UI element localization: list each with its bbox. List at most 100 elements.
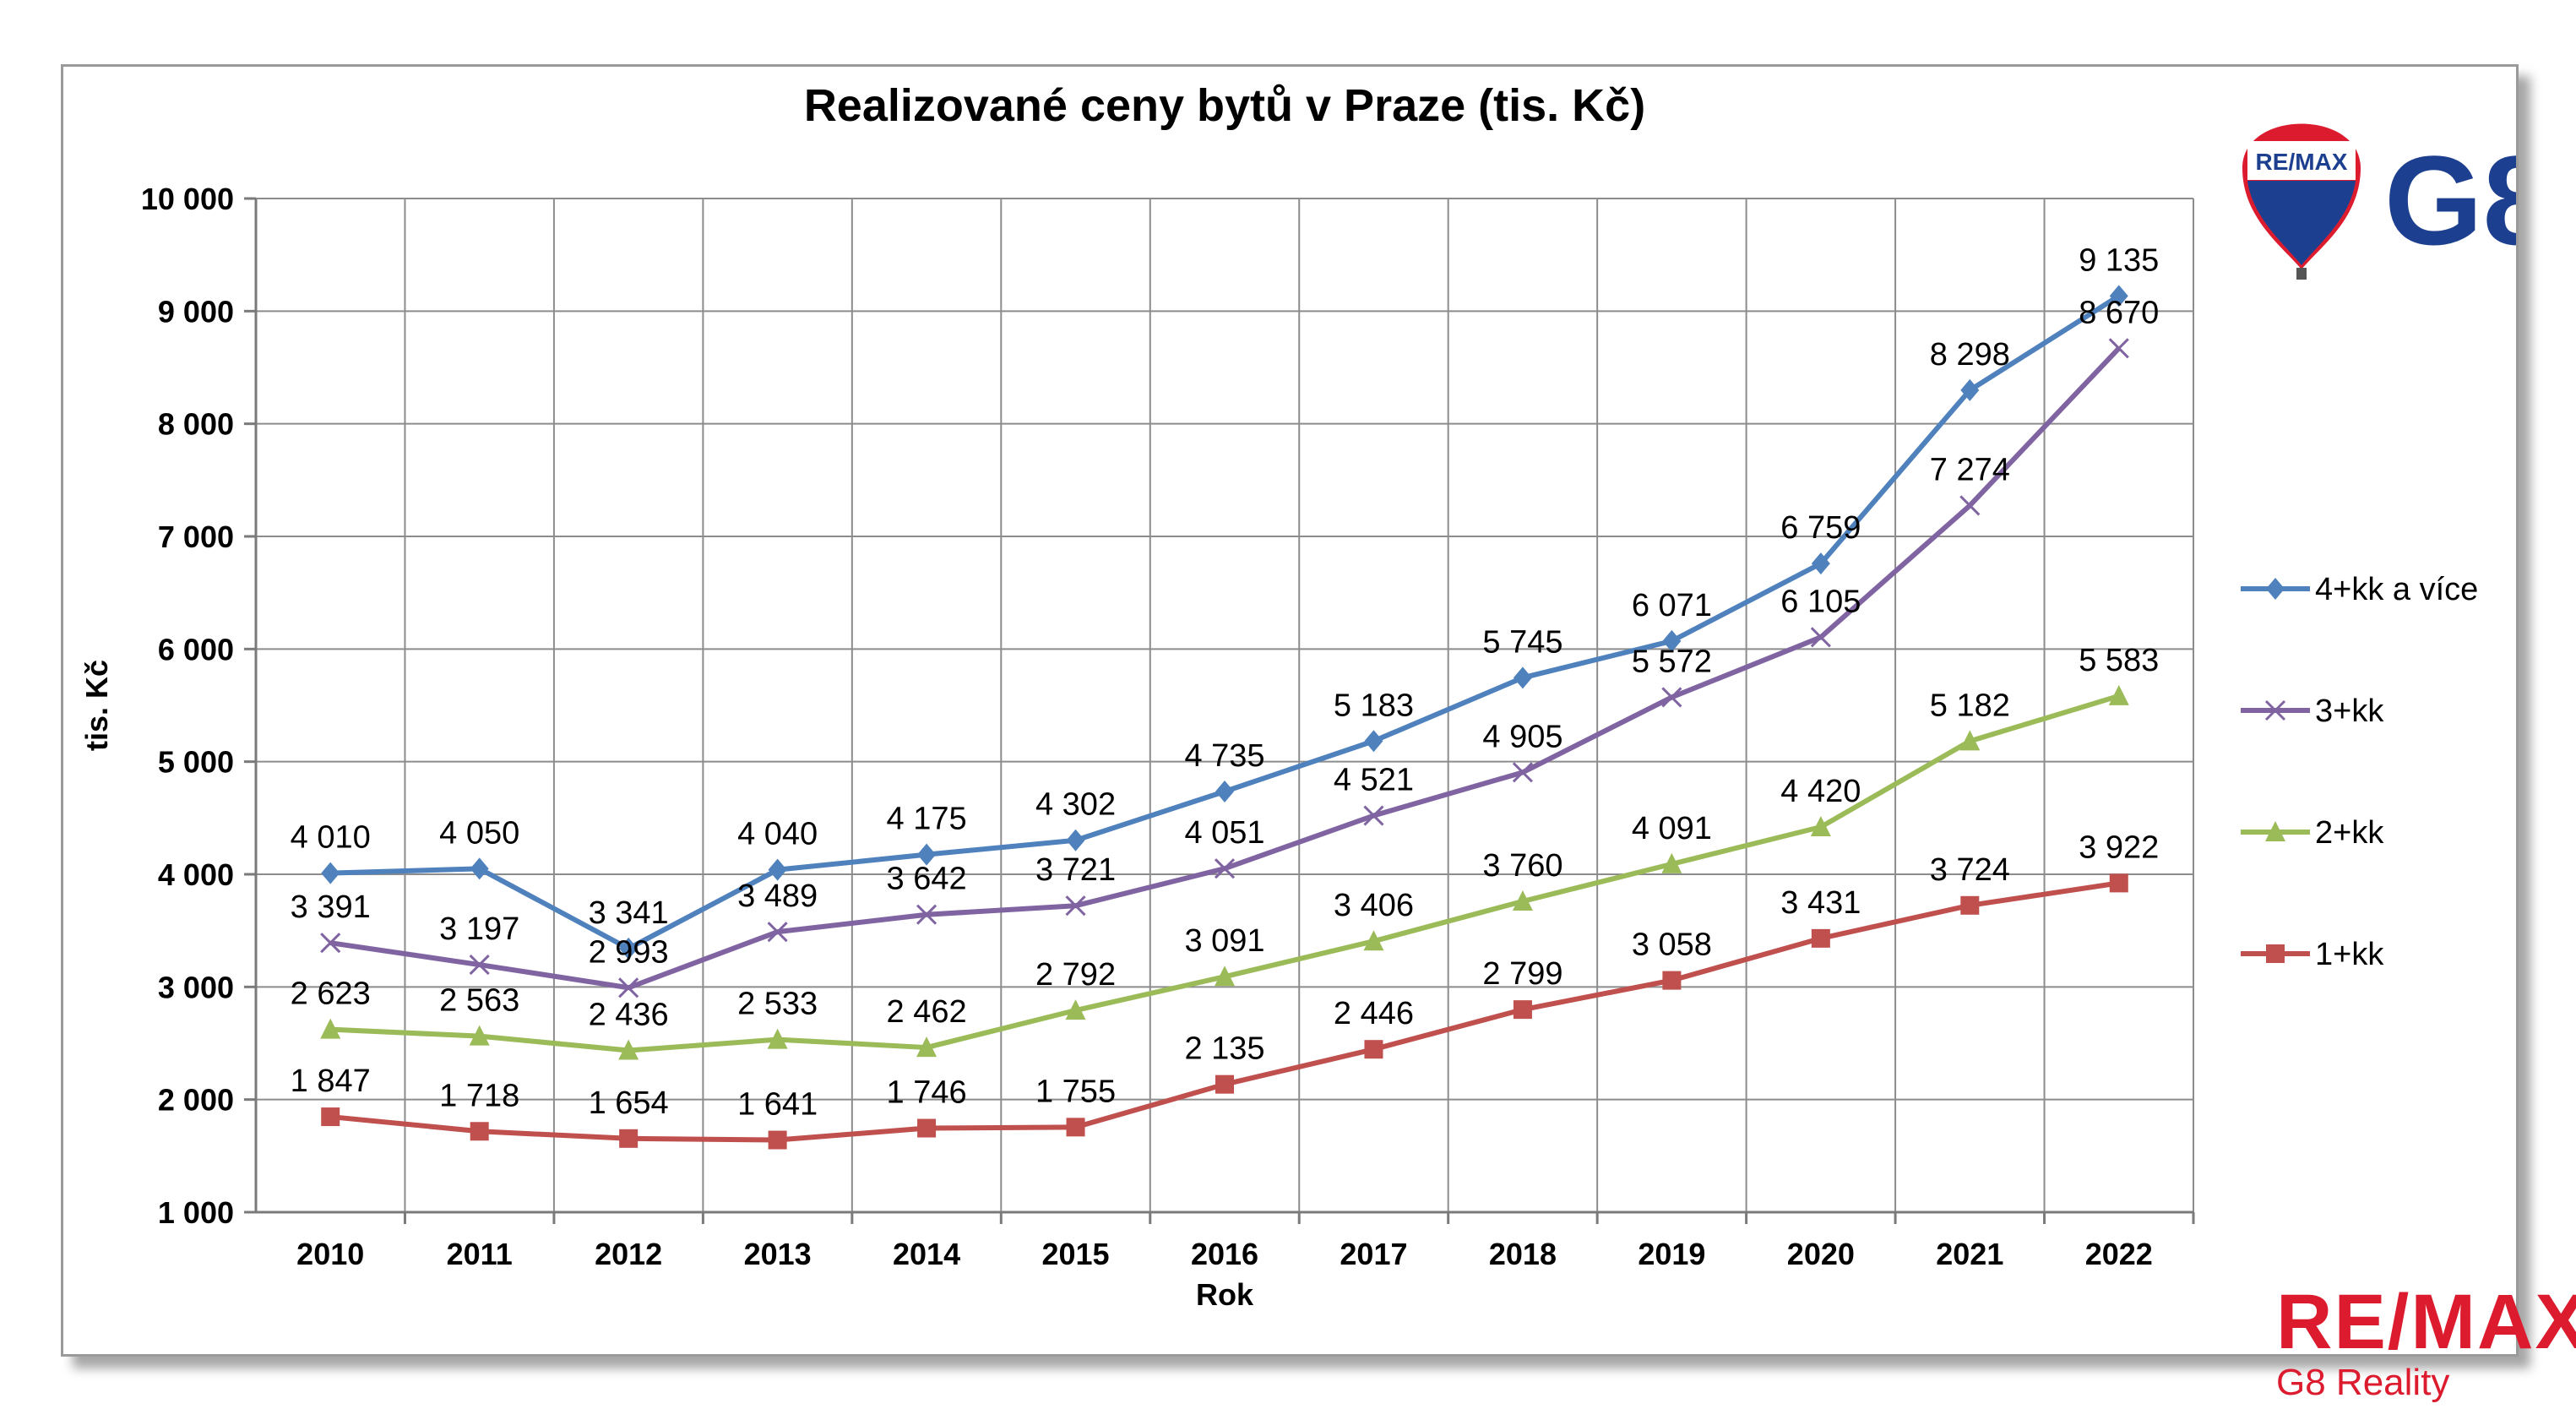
data-point xyxy=(469,1025,490,1046)
data-label: 3 341 xyxy=(589,895,669,931)
data-point xyxy=(1215,781,1234,802)
data-label: 4 051 xyxy=(1184,815,1264,851)
x-tick-label: 2010 xyxy=(296,1237,364,1271)
x-tick-label: 2020 xyxy=(1787,1237,1855,1271)
data-point-stroke xyxy=(1363,805,1384,826)
data-label: 5 182 xyxy=(1930,688,2010,723)
legend-label: 1+kk xyxy=(2315,937,2384,972)
data-label: 1 847 xyxy=(291,1064,371,1099)
data-point xyxy=(1215,1074,1234,1094)
data-point xyxy=(1513,1000,1532,1020)
data-label: 1 641 xyxy=(737,1087,818,1123)
data-label: 4 050 xyxy=(439,815,519,851)
y-axis-label: tis. Kč xyxy=(79,660,114,751)
legend-label: 3+kk xyxy=(2315,694,2384,729)
data-point xyxy=(1810,627,1831,648)
series-labels-1: 3 391 3 197 2 993 3 489 3 642 3 721 4 051 4 521… xyxy=(291,295,2160,970)
data-label: 2 446 xyxy=(1334,996,1414,1031)
remax-g8-reality-logo: RE/MAX G8 Reality xyxy=(2276,1283,2576,1405)
data-point-stroke xyxy=(916,904,937,925)
data-point xyxy=(768,1130,787,1150)
data-point xyxy=(320,1018,341,1039)
data-point-stroke xyxy=(2108,338,2129,359)
remax-brand-text: RE/MAX xyxy=(2276,1279,2576,1365)
data-label: 3 197 xyxy=(439,911,519,947)
series-1 xyxy=(320,338,2129,998)
data-label: 4 735 xyxy=(1184,738,1264,774)
data-point-stroke xyxy=(767,922,788,943)
y-tick-label: 10 000 xyxy=(141,182,234,216)
data-point xyxy=(320,933,341,954)
remax-balloon-logo: RE/MAX xyxy=(2242,123,2361,280)
axes xyxy=(244,197,2195,1224)
data-point xyxy=(1512,890,1533,911)
data-point xyxy=(1960,895,1980,915)
data-point xyxy=(767,922,788,943)
data-label: 7 274 xyxy=(1930,452,2010,487)
y-tick-label: 9 000 xyxy=(158,294,234,329)
y-tick-label: 3 000 xyxy=(158,970,234,1004)
legend-marker xyxy=(2266,944,2285,963)
data-label: 4 040 xyxy=(737,817,818,852)
data-label: 3 406 xyxy=(1334,888,1414,923)
data-point xyxy=(1960,378,1980,401)
x-tick-label: 2015 xyxy=(1041,1237,1109,1271)
data-point xyxy=(1662,629,1682,652)
data-point xyxy=(619,1129,639,1148)
data-point xyxy=(470,857,489,880)
x-tick-label: 2016 xyxy=(1191,1237,1258,1271)
x-tick-label: 2017 xyxy=(1340,1237,1407,1271)
data-point-stroke xyxy=(618,977,639,998)
data-point xyxy=(1214,858,1236,879)
data-label: 2 436 xyxy=(589,998,669,1033)
legend-label: 2+kk xyxy=(2315,815,2384,851)
data-point-stroke xyxy=(1661,687,1682,708)
data-label: 3 724 xyxy=(1930,852,2010,888)
data-point xyxy=(1661,852,1682,873)
data-label: 3 489 xyxy=(737,879,818,914)
data-point-stroke xyxy=(320,933,341,954)
data-label: 3 091 xyxy=(1184,923,1264,959)
data-label: 3 922 xyxy=(2079,830,2159,865)
data-point xyxy=(1810,816,1831,836)
data-label: 3 642 xyxy=(887,862,967,897)
data-label: 3 058 xyxy=(1632,928,1712,963)
x-tick-label: 2011 xyxy=(447,1237,513,1271)
y-tick-label: 5 000 xyxy=(158,745,234,780)
data-point xyxy=(470,1122,489,1141)
data-point xyxy=(1959,730,1981,751)
data-label: 4 521 xyxy=(1334,763,1414,798)
series-labels-2: 2 623 2 563 2 436 2 533 2 462 2 792 3 091 3 406… xyxy=(291,643,2160,1033)
data-point xyxy=(618,1039,639,1060)
data-point-stroke xyxy=(469,955,490,976)
data-label: 8 670 xyxy=(2079,295,2159,330)
data-label: 3 391 xyxy=(291,889,371,925)
data-point xyxy=(1066,829,1085,851)
data-label: 4 175 xyxy=(887,802,967,837)
legend-marker xyxy=(2266,578,2285,600)
series-labels-0: 4 010 4 050 3 341 4 040 4 175 4 302 4 735 5 183… xyxy=(291,242,2160,931)
legend: 4+kk a více 3+kk 2+kk 1+kk xyxy=(2241,572,2478,972)
data-point xyxy=(321,862,340,884)
data-point-stroke xyxy=(1214,858,1236,879)
y-tick-label: 2 000 xyxy=(158,1083,234,1118)
x-tick-label: 2022 xyxy=(2085,1237,2153,1271)
data-point-stroke xyxy=(1065,895,1086,917)
data-label: 5 183 xyxy=(1334,688,1414,723)
data-point xyxy=(1959,495,1981,516)
data-point xyxy=(917,1118,937,1138)
data-label: 2 799 xyxy=(1482,956,1562,992)
data-point xyxy=(1661,687,1682,708)
data-point xyxy=(1215,966,1235,987)
legend-label: 4+kk a více xyxy=(2315,572,2478,607)
data-point xyxy=(2109,285,2128,307)
data-label: 1 654 xyxy=(589,1085,669,1121)
legend-marker xyxy=(2265,821,2285,841)
y-tick-label: 6 000 xyxy=(158,632,234,666)
data-label: 2 792 xyxy=(1035,957,1116,993)
data-label: 1 746 xyxy=(887,1075,967,1111)
data-point xyxy=(1811,928,1830,948)
x-tick-label: 2012 xyxy=(595,1237,662,1271)
data-point xyxy=(2108,338,2129,359)
data-point xyxy=(1363,805,1384,826)
